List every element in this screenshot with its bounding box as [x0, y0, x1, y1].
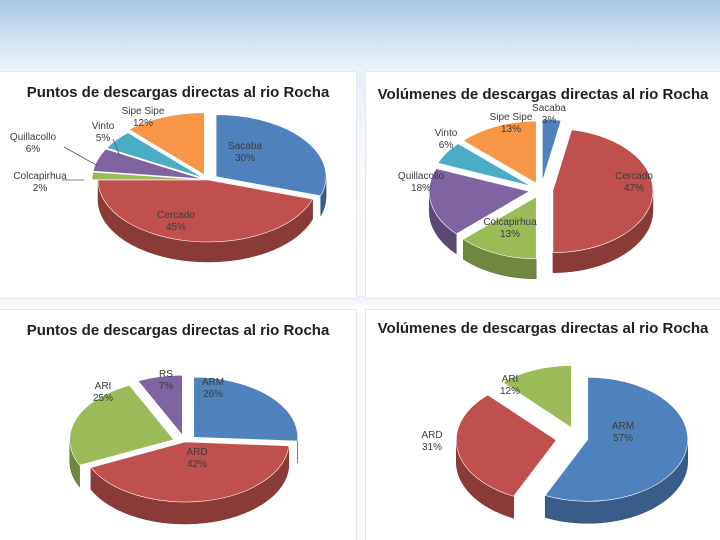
slice-label-ard: ARD	[421, 430, 442, 441]
pie-tops	[428, 119, 654, 260]
slice-label-cercado: Cercado	[615, 171, 653, 182]
slice-colcapirhua	[91, 171, 203, 181]
slice-ari	[69, 385, 175, 466]
slice-label-sipe-sipe: Sipe Sipe	[122, 106, 165, 117]
slice-sipe-sipe	[462, 120, 537, 184]
slice-label-rs: RS	[159, 369, 173, 380]
slice-quillacollo	[428, 168, 531, 235]
slice-value-cercado: 45%	[166, 222, 186, 233]
slice-value-cercado: 47%	[624, 183, 644, 194]
slice-ard	[455, 394, 557, 497]
chart-panel-puntos-municipios: Puntos de descargas directas al rio Roch…	[0, 72, 356, 298]
slice-label-colcapirhua: Colcapirhua	[13, 171, 67, 182]
slice-label-cercado: Cercado	[157, 210, 195, 221]
pie-tops	[91, 112, 327, 243]
divider-band	[0, 296, 720, 310]
slice-label-arm: ARM	[612, 421, 634, 432]
slice-value-sacaba: 3%	[542, 115, 557, 126]
leader-line-quillacollo	[63, 146, 99, 167]
slice-value-arm: 26%	[203, 389, 223, 400]
slice-value-quillacollo: 6%	[26, 144, 41, 155]
slice-value-sipe-sipe: 12%	[133, 118, 153, 129]
slice-label-sipe-sipe: Sipe Sipe	[490, 112, 533, 123]
slice-ard	[90, 441, 290, 503]
slice-label-vinto: Vinto	[92, 121, 115, 132]
slice-value-sipe-sipe: 13%	[501, 124, 521, 135]
slice-label-ari: ARI	[502, 374, 519, 385]
slice-cercado	[97, 179, 314, 243]
slice-value-arm: 57%	[613, 433, 633, 444]
slice-sacaba	[215, 114, 327, 197]
slice-colcapirhua	[462, 196, 537, 260]
chart-panel-volumenes-tipos: Volúmenes de descargas directas al rio R…	[366, 310, 720, 540]
slice-cercado	[552, 129, 654, 254]
slice-value-vinto: 6%	[439, 140, 454, 151]
slice-value-quillacollo: 18%	[411, 183, 431, 194]
slice-label-sacaba: Sacaba	[532, 103, 566, 114]
leader-line-vinto	[112, 138, 121, 157]
slice-value-ard: 31%	[422, 442, 442, 453]
chart-title: Volúmenes de descargas directas al rio R…	[377, 86, 709, 103]
slice-ari	[502, 365, 572, 429]
chart-title: Volúmenes de descargas directas al rio R…	[377, 320, 709, 337]
slice-label-quillacollo: Quillacollo	[398, 171, 445, 182]
slice-sacaba	[542, 119, 562, 182]
slice-arm	[544, 377, 689, 502]
pie-tops	[455, 365, 689, 502]
pie-tops	[69, 374, 299, 503]
slice-label-ard: ARD	[186, 447, 207, 458]
chart-panel-volumenes-municipios: Volúmenes de descargas directas al rio R…	[366, 72, 720, 298]
slice-value-vinto: 5%	[96, 133, 111, 144]
chart-title: Puntos de descargas directas al rio Roch…	[26, 84, 330, 101]
chart-panel-puntos-tipos: Puntos de descargas directas al rio Roch…	[0, 310, 356, 540]
slice-sipe-sipe	[128, 112, 205, 176]
slice-label-quillacollo: Quillacollo	[10, 132, 57, 143]
slice-quillacollo	[92, 148, 203, 180]
slice-value-colcapirhua: 2%	[33, 183, 48, 194]
slice-value-ari: 12%	[500, 386, 520, 397]
slice-arm	[193, 376, 299, 442]
pie-chart-svg: Sacaba3%Cercado47%Colcapirhua13%Quillaco…	[398, 103, 654, 280]
slice-vinto	[437, 143, 532, 187]
slice-label-arm: ARM	[202, 377, 224, 388]
slice-vinto	[106, 132, 204, 179]
slice-value-sacaba: 30%	[235, 153, 255, 164]
slice-label-colcapirhua: Colcapirhua	[483, 217, 537, 228]
slice-label-vinto: Vinto	[435, 128, 458, 139]
slice-label-ari: ARI	[95, 381, 112, 392]
slice-value-rs: 7%	[159, 381, 174, 392]
slice-value-ard: 42%	[187, 459, 207, 470]
chart-title: Puntos de descargas directas al rio Roch…	[26, 322, 330, 339]
slice-value-ari: 25%	[93, 393, 113, 404]
header-band	[0, 0, 720, 72]
slice-label-sacaba: Sacaba	[228, 141, 262, 152]
pie-sides	[69, 437, 298, 525]
slice-rs	[137, 374, 183, 437]
slice-value-colcapirhua: 13%	[500, 229, 520, 240]
